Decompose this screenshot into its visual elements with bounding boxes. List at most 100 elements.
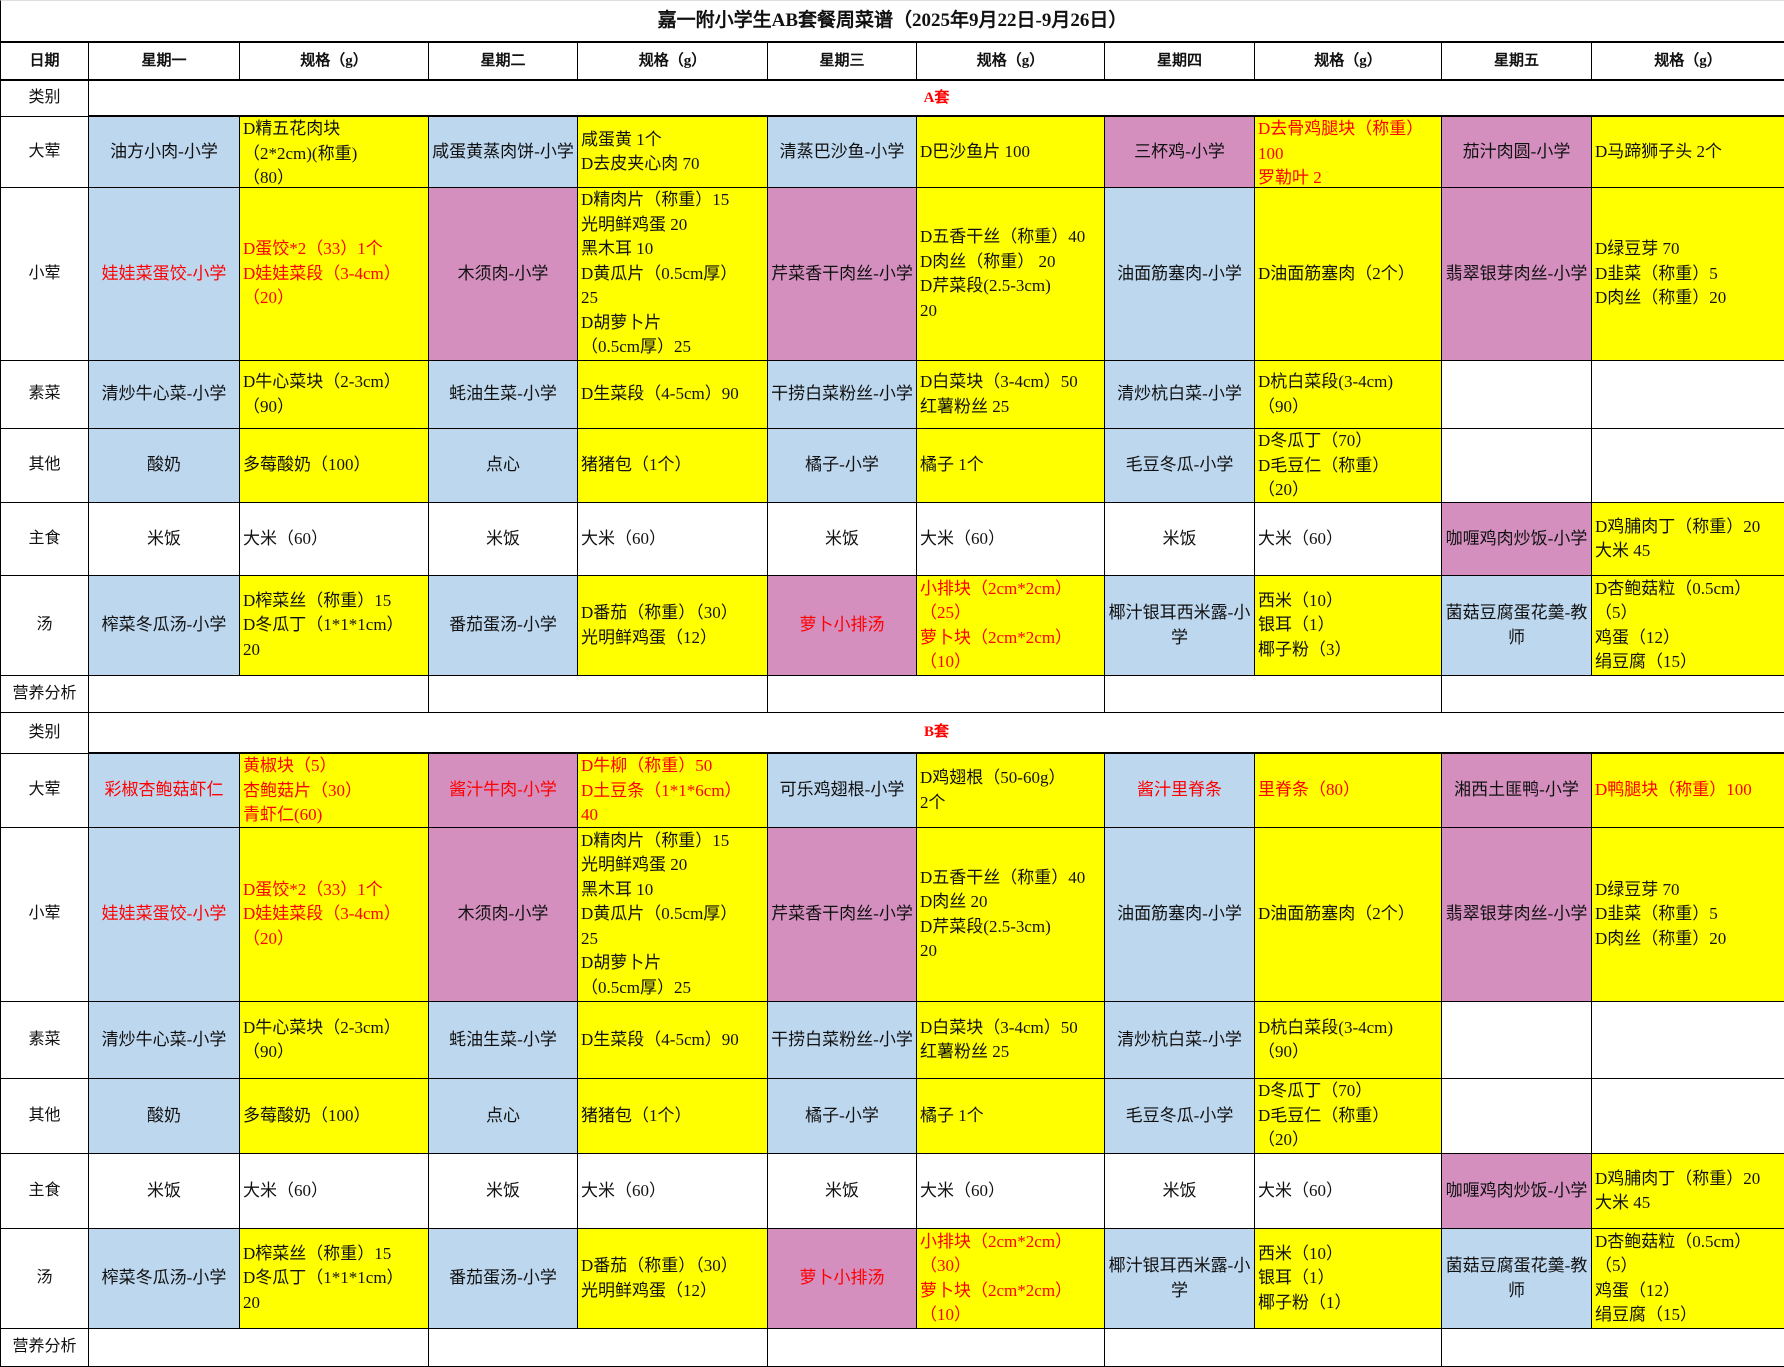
spec-cell-fri[interactable] bbox=[1592, 429, 1784, 503]
row-label[interactable]: 其他 bbox=[1, 1079, 89, 1154]
spec-cell-fri[interactable] bbox=[1592, 1079, 1784, 1154]
dish-cell-mon[interactable]: 酸奶 bbox=[89, 429, 240, 503]
set-name[interactable]: A套 bbox=[89, 81, 1784, 117]
spec-cell-fri[interactable]: D鸭腿块（称重）100 bbox=[1592, 754, 1784, 828]
dish-cell-mon[interactable]: 油方小肉-小学 bbox=[89, 117, 240, 188]
set-name[interactable]: B套 bbox=[89, 713, 1784, 754]
dish-cell-thu[interactable]: 毛豆冬瓜-小学 bbox=[1105, 1079, 1255, 1154]
spec-cell-mon[interactable]: D蛋饺*2（33）1个 D娃娃菜段（3-4cm） （20） bbox=[240, 188, 429, 361]
dish-cell-fri[interactable]: 翡翠银芽肉丝-小学 bbox=[1442, 828, 1592, 1002]
dish-cell-thu[interactable]: 米饭 bbox=[1105, 503, 1255, 576]
nutrition-cell-tue[interactable] bbox=[429, 1329, 768, 1367]
header-cell[interactable]: 规格（g） bbox=[917, 43, 1105, 81]
dish-cell-wed[interactable]: 芹菜香干肉丝-小学 bbox=[768, 188, 917, 361]
spec-cell-mon[interactable]: D榨菜丝（称重）15 D冬瓜丁（1*1*1cm） 20 bbox=[240, 1229, 429, 1329]
dish-cell-tue[interactable]: 蚝油生菜-小学 bbox=[429, 361, 578, 429]
header-date[interactable]: 日期 bbox=[1, 43, 89, 81]
nutrition-cell-wed[interactable] bbox=[768, 1329, 1105, 1367]
spec-cell-tue[interactable]: D精肉片（称重）15 光明鲜鸡蛋 20 黑木耳 10 D黄瓜片（0.5cm厚） … bbox=[578, 828, 768, 1002]
dish-cell-fri[interactable]: 咖喱鸡肉炒饭-小学 bbox=[1442, 1154, 1592, 1229]
row-label[interactable]: 汤 bbox=[1, 1229, 89, 1329]
dish-cell-wed[interactable]: 萝卜小排汤 bbox=[768, 576, 917, 676]
spec-cell-fri[interactable]: D绿豆芽 70 D韭菜（称重）5 D肉丝（称重）20 bbox=[1592, 828, 1784, 1002]
dish-cell-tue[interactable]: 酱汁牛肉-小学 bbox=[429, 754, 578, 828]
dish-cell-tue[interactable]: 米饭 bbox=[429, 1154, 578, 1229]
spec-cell-wed[interactable]: 橘子 1个 bbox=[917, 429, 1105, 503]
dish-cell-wed[interactable]: 可乐鸡翅根-小学 bbox=[768, 754, 917, 828]
nutrition-label[interactable]: 营养分析 bbox=[1, 676, 89, 713]
spec-cell-thu[interactable]: 西米（10） 银耳（1） 椰子粉（3） bbox=[1255, 576, 1442, 676]
header-cell[interactable]: 星期五 bbox=[1442, 43, 1592, 81]
header-cell[interactable]: 星期四 bbox=[1105, 43, 1255, 81]
spec-cell-wed[interactable]: 大米（60） bbox=[917, 1154, 1105, 1229]
nutrition-cell-tue[interactable] bbox=[429, 676, 768, 713]
spec-cell-wed[interactable]: 橘子 1个 bbox=[917, 1079, 1105, 1154]
spec-cell-mon[interactable]: 黄椒块（5） 杏鲍菇片（30） 青虾仁(60) bbox=[240, 754, 429, 828]
dish-cell-fri[interactable] bbox=[1442, 1002, 1592, 1079]
header-cell[interactable]: 规格（g） bbox=[240, 43, 429, 81]
spec-cell-thu[interactable]: D油面筋塞肉（2个） bbox=[1255, 828, 1442, 1002]
dish-cell-wed[interactable]: 芹菜香干肉丝-小学 bbox=[768, 828, 917, 1002]
header-cell[interactable]: 星期二 bbox=[429, 43, 578, 81]
dish-cell-mon[interactable]: 榨菜冬瓜汤-小学 bbox=[89, 1229, 240, 1329]
spec-cell-mon[interactable]: D牛心菜块（2-3cm） （90） bbox=[240, 361, 429, 429]
spec-cell-wed[interactable]: D五香干丝（称重）40 D肉丝 20 D芹菜段(2.5-3cm) 20 bbox=[917, 828, 1105, 1002]
dish-cell-fri[interactable]: 茄汁肉圆-小学 bbox=[1442, 117, 1592, 188]
spec-cell-thu[interactable]: 西米（10） 银耳（1） 椰子粉（1） bbox=[1255, 1229, 1442, 1329]
header-cell[interactable]: 规格（g） bbox=[578, 43, 768, 81]
spec-cell-mon[interactable]: 大米（60） bbox=[240, 503, 429, 576]
spec-cell-fri[interactable]: D鸡脯肉丁（称重）20 大米 45 bbox=[1592, 1154, 1784, 1229]
dish-cell-wed[interactable]: 米饭 bbox=[768, 1154, 917, 1229]
dish-cell-mon[interactable]: 酸奶 bbox=[89, 1079, 240, 1154]
spec-cell-thu[interactable]: D油面筋塞肉（2个） bbox=[1255, 188, 1442, 361]
row-label[interactable]: 素菜 bbox=[1, 1002, 89, 1079]
spec-cell-mon[interactable]: 多莓酸奶（100） bbox=[240, 429, 429, 503]
spec-cell-fri[interactable]: D杏鲍菇粒（0.5cm） （5） 鸡蛋（12） 绢豆腐（15） bbox=[1592, 576, 1784, 676]
dish-cell-fri[interactable]: 翡翠银芽肉丝-小学 bbox=[1442, 188, 1592, 361]
spec-cell-tue[interactable]: D番茄（称重）（30） 光明鲜鸡蛋（12） bbox=[578, 1229, 768, 1329]
nutrition-cell-fri[interactable] bbox=[1442, 676, 1784, 713]
row-label[interactable]: 汤 bbox=[1, 576, 89, 676]
nutrition-cell-fri[interactable] bbox=[1442, 1329, 1784, 1367]
nutrition-cell-mon[interactable] bbox=[89, 1329, 429, 1367]
spec-cell-tue[interactable]: D生菜段（4-5cm）90 bbox=[578, 361, 768, 429]
spec-cell-wed[interactable]: D巴沙鱼片 100 bbox=[917, 117, 1105, 188]
dish-cell-tue[interactable]: 米饭 bbox=[429, 503, 578, 576]
dish-cell-wed[interactable]: 橘子-小学 bbox=[768, 429, 917, 503]
spec-cell-wed[interactable]: 小排块（2cm*2cm） （30） 萝卜块（2cm*2cm） （10） bbox=[917, 1229, 1105, 1329]
dish-cell-thu[interactable]: 毛豆冬瓜-小学 bbox=[1105, 429, 1255, 503]
row-label[interactable]: 素菜 bbox=[1, 361, 89, 429]
dish-cell-wed[interactable]: 清蒸巴沙鱼-小学 bbox=[768, 117, 917, 188]
spec-cell-thu[interactable]: 大米（60） bbox=[1255, 1154, 1442, 1229]
spec-cell-tue[interactable]: D生菜段（4-5cm）90 bbox=[578, 1002, 768, 1079]
dish-cell-mon[interactable]: 娃娃菜蛋饺-小学 bbox=[89, 828, 240, 1002]
dish-cell-mon[interactable]: 米饭 bbox=[89, 503, 240, 576]
spec-cell-thu[interactable]: D冬瓜丁（70） D毛豆仁（称重） （20） bbox=[1255, 1079, 1442, 1154]
dish-cell-mon[interactable]: 娃娃菜蛋饺-小学 bbox=[89, 188, 240, 361]
spec-cell-mon[interactable]: D精五花肉块 （2*2cm)(称重) （80） bbox=[240, 117, 429, 188]
spec-cell-thu[interactable]: D杭白菜段(3-4cm) （90） bbox=[1255, 361, 1442, 429]
spec-cell-tue[interactable]: 大米（60） bbox=[578, 503, 768, 576]
nutrition-cell-wed[interactable] bbox=[768, 676, 1105, 713]
nutrition-cell-thu[interactable] bbox=[1105, 676, 1442, 713]
spec-cell-fri[interactable]: D马蹄狮子头 2个 bbox=[1592, 117, 1784, 188]
dish-cell-mon[interactable]: 米饭 bbox=[89, 1154, 240, 1229]
spec-cell-thu[interactable]: D杭白菜段(3-4cm) （90） bbox=[1255, 1002, 1442, 1079]
dish-cell-wed[interactable]: 萝卜小排汤 bbox=[768, 1229, 917, 1329]
dish-cell-tue[interactable]: 木须肉-小学 bbox=[429, 188, 578, 361]
spec-cell-wed[interactable]: D鸡翅根（50-60g） 2个 bbox=[917, 754, 1105, 828]
dish-cell-mon[interactable]: 清炒牛心菜-小学 bbox=[89, 1002, 240, 1079]
spec-cell-fri[interactable] bbox=[1592, 361, 1784, 429]
dish-cell-thu[interactable]: 清炒杭白菜-小学 bbox=[1105, 1002, 1255, 1079]
dish-cell-mon[interactable]: 彩椒杏鲍菇虾仁 bbox=[89, 754, 240, 828]
row-label[interactable]: 小荤 bbox=[1, 828, 89, 1002]
dish-cell-fri[interactable]: 菌菇豆腐蛋花羹-教师 bbox=[1442, 1229, 1592, 1329]
dish-cell-fri[interactable] bbox=[1442, 429, 1592, 503]
row-label[interactable]: 小荤 bbox=[1, 188, 89, 361]
spec-cell-fri[interactable]: D鸡脯肉丁（称重）20 大米 45 bbox=[1592, 503, 1784, 576]
spec-cell-mon[interactable]: D榨菜丝（称重）15 D冬瓜丁（1*1*1cm） 20 bbox=[240, 576, 429, 676]
nutrition-cell-thu[interactable] bbox=[1105, 1329, 1442, 1367]
spec-cell-thu[interactable]: D去骨鸡腿块（称重） 100 罗勒叶 2 bbox=[1255, 117, 1442, 188]
dish-cell-thu[interactable]: 椰汁银耳西米露-小学 bbox=[1105, 576, 1255, 676]
dish-cell-thu[interactable]: 三杯鸡-小学 bbox=[1105, 117, 1255, 188]
